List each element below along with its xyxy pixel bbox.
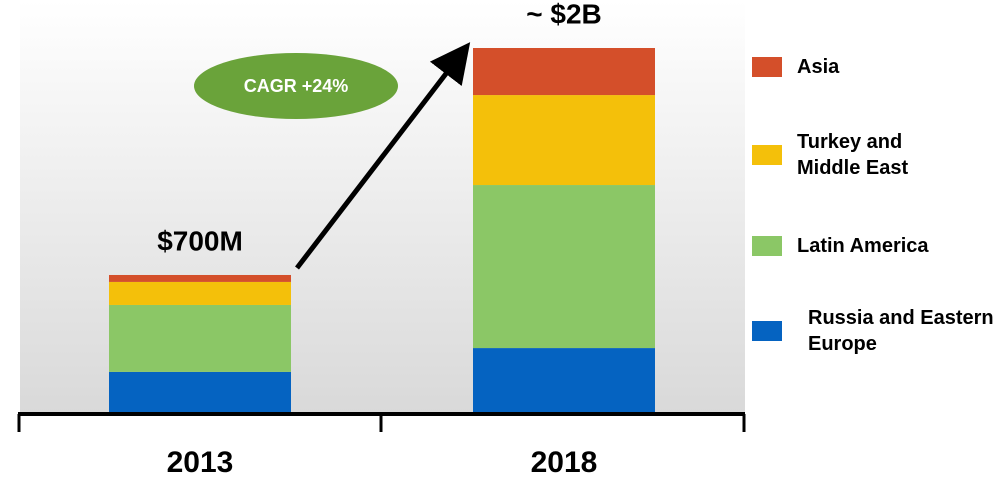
bar-segment [473, 185, 655, 349]
total-label: ~ $2B [526, 0, 602, 29]
legend-label: Asia [797, 56, 840, 78]
bar-segment [109, 274, 291, 282]
bar-segment [109, 304, 291, 372]
bar-segment [473, 95, 655, 186]
legend-label: Latin America [797, 235, 929, 257]
cagr-bubble [194, 53, 398, 119]
x-tick-label: 2013 [167, 446, 234, 479]
bars [109, 48, 655, 414]
legend-label: Russia and Eastern Europe [808, 307, 994, 355]
bar-segment [473, 48, 655, 96]
legend-label: Turkey and Middle East [797, 131, 909, 179]
x-tick-label: 2018 [531, 446, 598, 479]
legend-swatch [752, 145, 782, 165]
bar-segment [109, 371, 291, 414]
legend-swatch [752, 321, 782, 341]
legend-swatch [752, 236, 782, 256]
growth-arrow [295, 42, 471, 270]
bar-segment [109, 281, 291, 305]
cagr-label: CAGR +24% [244, 76, 349, 96]
total-label: $700M [157, 225, 243, 256]
bar-segment [473, 348, 655, 414]
legend-swatch [752, 57, 782, 77]
